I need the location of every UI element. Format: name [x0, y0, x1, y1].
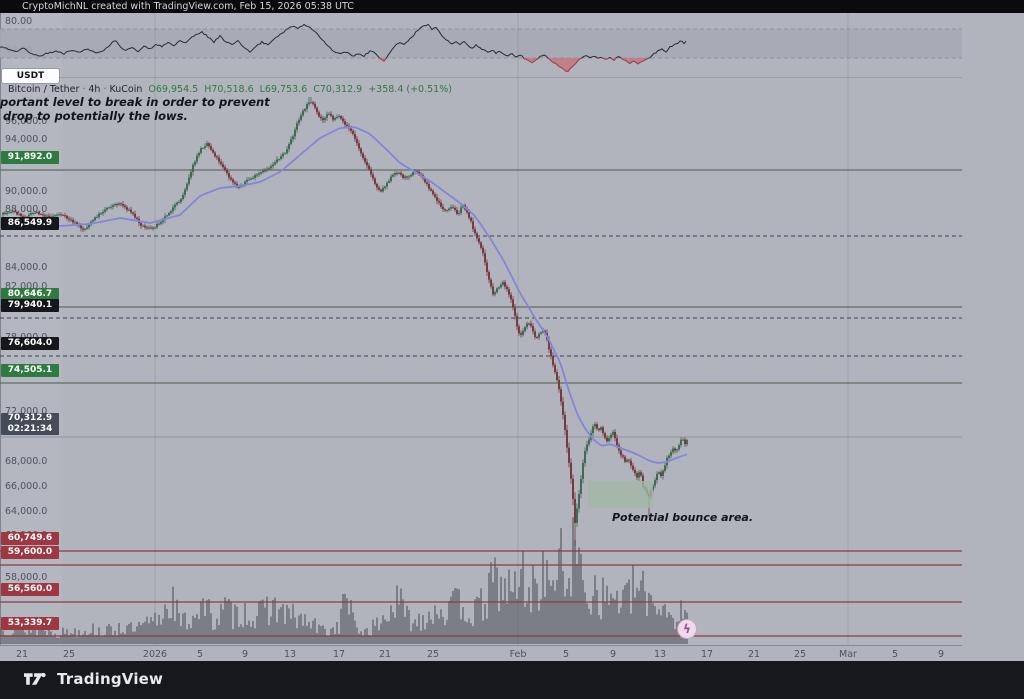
currency-toggle-button[interactable]: USDT [2, 69, 59, 83]
time-tick-label: 25 [793, 649, 807, 660]
legend-open: O69,954.5 [148, 84, 199, 95]
price-tick-label: 64,000.0 [5, 506, 48, 517]
legend-symbol[interactable]: Bitcoin / Tether [8, 84, 80, 95]
symbol-legend[interactable]: Bitcoin / Tether · 4h · KuCoin O69,954.5 H70,5… [8, 84, 452, 95]
price-tick-label: 96,000.0 [5, 116, 48, 127]
legend-low: L69,753.6 [259, 84, 308, 95]
chart-canvas[interactable] [0, 0, 962, 645]
time-tick-label: 2026 [142, 649, 168, 660]
price-level-badge-black: 79,940.1 [1, 298, 59, 312]
legend-change: +358.4 (+0.51%) [368, 84, 452, 95]
legend-high: H70,518.6 [204, 84, 254, 95]
lightning-icon[interactable]: ϟ [677, 619, 697, 639]
bounce-area-label[interactable]: Potential bounce area. [612, 511, 754, 524]
time-tick-label: 21 [747, 649, 761, 660]
time-tick-label: Mar [839, 649, 857, 660]
time-tick-label: 17 [332, 649, 346, 660]
time-tick-label: 13 [283, 649, 297, 660]
current-price-value: 70,312.9 [7, 413, 53, 423]
time-tick-label: 9 [241, 649, 249, 660]
price-tick-label: 72,000.0 [5, 406, 48, 417]
chart-note-line1: portant level to break in order to preve… [0, 95, 270, 109]
price-tick-label: 82,000.0 [5, 281, 48, 292]
time-tick-label: 21 [378, 649, 392, 660]
current-price-badge: 70,312.9 02:21:34 [1, 413, 59, 435]
legend-separator: · [103, 84, 107, 95]
candle-countdown: 02:21:34 [7, 424, 53, 434]
time-tick-label: 25 [62, 649, 76, 660]
price-tick-label: 66,000.0 [5, 481, 48, 492]
price-tick-label: 88,000.0 [5, 204, 48, 215]
price-level-badge-green: 80,646.7 [1, 287, 59, 301]
price-tick-label: 84,000.0 [5, 262, 48, 273]
tradingview-logo-icon [24, 672, 46, 685]
price-tick-label: 94,000.0 [5, 134, 48, 145]
time-tick-label: 5 [891, 649, 899, 660]
price-level-badge-red: 53,339.7 [1, 616, 59, 630]
tradingview-logo-text: TradingView [57, 670, 164, 688]
price-axis[interactable]: USDT 80.0040.00 96,000.094,000.090,000.0… [0, 0, 62, 648]
time-tick-label: 9 [609, 649, 617, 660]
time-axis[interactable]: 21 25 2026 5 9 13 17 21 25 Feb 5 9 13 17 21 25 Mar 5 9 [0, 645, 962, 662]
price-level-badge-green: 91,892.0 [1, 150, 59, 164]
price-tick-label: 58,000.0 [5, 572, 48, 583]
attribution-text: CryptoMichNL created with TradingView.co… [22, 1, 354, 12]
price-level-badge-red: 56,560.0 [1, 582, 59, 596]
price-level-badge-red: 60,749.6 [1, 531, 59, 545]
price-level-badge-black: 86,549.9 [1, 216, 59, 230]
time-tick-label: 21 [15, 649, 29, 660]
legend-separator: · [82, 84, 86, 95]
chart-note[interactable]: portant level to break in order to preve… [0, 95, 270, 123]
chart-note-line2: drop to potentially the lows. [3, 108, 188, 123]
price-tick-label: 90,000.0 [5, 186, 48, 197]
price-tick-label: 68,000.0 [5, 456, 48, 467]
time-tick-label: 5 [562, 649, 570, 660]
indicator-tick-label: 80.00 [5, 16, 33, 27]
time-tick-label: 13 [653, 649, 667, 660]
legend-interval[interactable]: 4h [88, 84, 101, 95]
time-tick-label: 9 [937, 649, 945, 660]
time-tick-label: 25 [426, 649, 440, 660]
time-tick-label: Feb [509, 649, 527, 660]
price-level-badge-green: 74,505.1 [1, 363, 59, 377]
time-tick-label: 5 [196, 649, 204, 660]
price-level-badge-red: 59,600.0 [1, 545, 59, 559]
footer-bar: TradingView [0, 661, 1024, 699]
attribution-bar: CryptoMichNL created with TradingView.co… [0, 0, 1024, 13]
price-level-badge-black: 76,604.0 [1, 336, 59, 350]
tradingview-logo[interactable]: TradingView [24, 670, 163, 688]
legend-exchange: KuCoin [109, 84, 143, 95]
legend-close: C70,312.9 [313, 84, 363, 95]
time-tick-label: 17 [700, 649, 714, 660]
